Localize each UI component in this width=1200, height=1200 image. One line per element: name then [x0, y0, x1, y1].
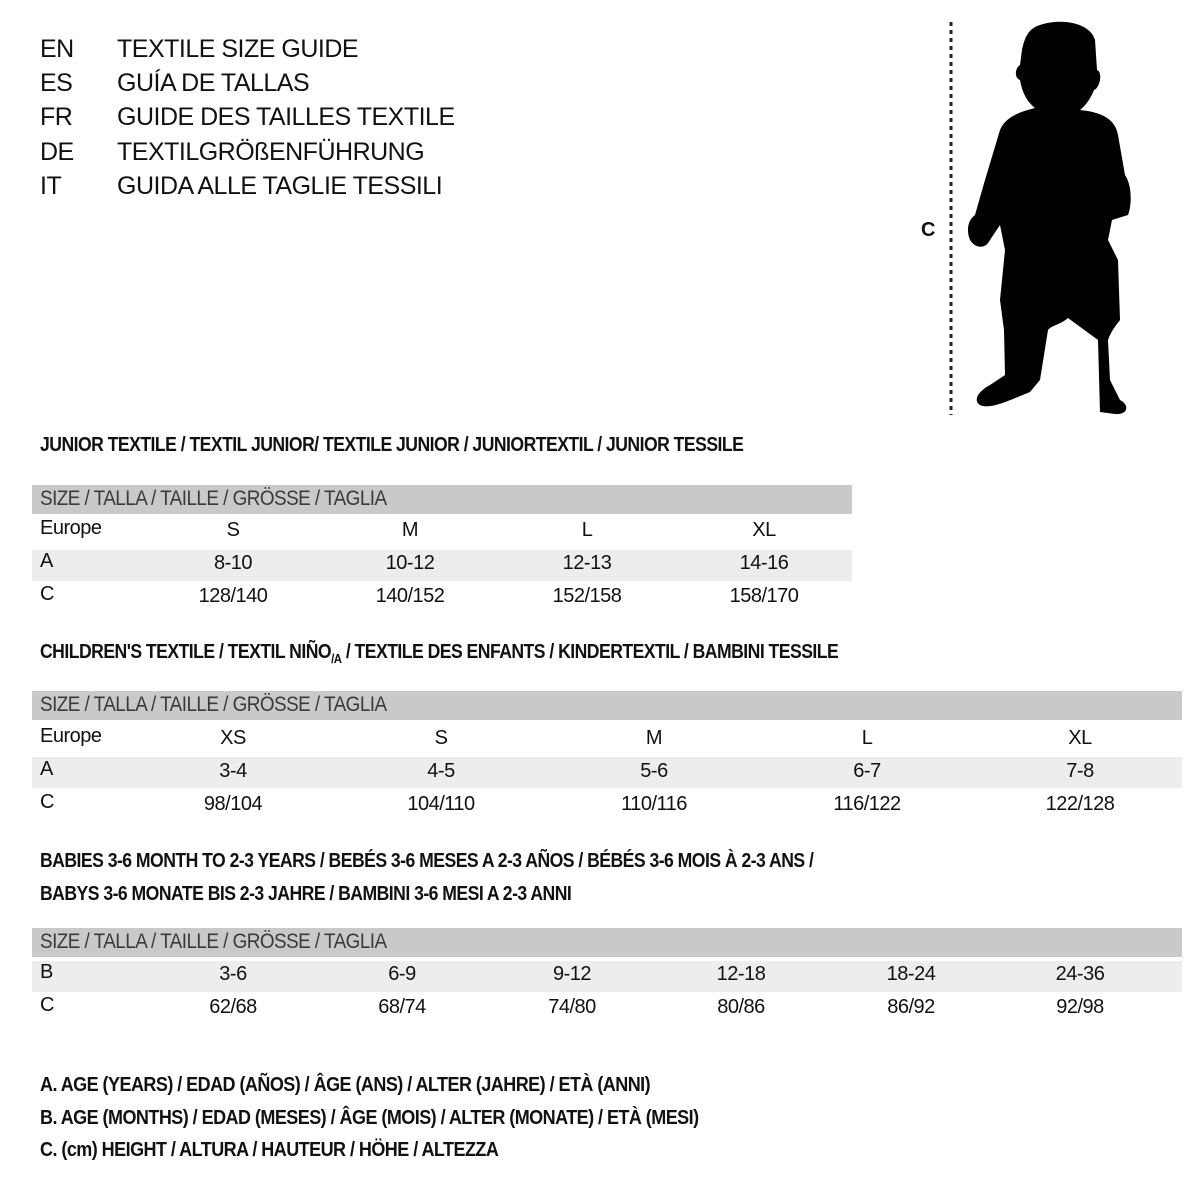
- row-label: A: [40, 550, 53, 572]
- table-cell: 3-6: [219, 963, 247, 985]
- row-label: Europe: [40, 725, 102, 747]
- table-cell: 3-4: [219, 760, 247, 782]
- junior-row-bg: [32, 550, 852, 581]
- lang-title-it: GUIDA ALLE TAGLIE TESSILI: [117, 172, 443, 200]
- table-cell: 92/98: [1056, 996, 1104, 1018]
- children-title: CHILDREN'S TEXTILE / TEXTIL NIÑO/A / TEX…: [40, 641, 839, 666]
- row-label: A: [40, 758, 53, 780]
- table-cell: 140/152: [375, 585, 445, 607]
- table-cell: XL: [752, 519, 776, 541]
- table-cell: 14-16: [739, 552, 789, 574]
- table-cell: 80/86: [717, 996, 765, 1018]
- lang-title-de: TEXTILGRÖßENFÜHRUNG: [117, 138, 425, 166]
- lang-title-es: GUÍA DE TALLAS: [117, 69, 310, 97]
- table-cell: 9-12: [552, 963, 592, 985]
- table-cell: M: [645, 727, 663, 749]
- legend-b: B. AGE (MONTHS) / EDAD (MESES) / ÂGE (MO…: [40, 1107, 699, 1129]
- junior-title: JUNIOR TEXTILE / TEXTIL JUNIOR/ TEXTILE …: [40, 434, 744, 456]
- child-silhouette-icon: [949, 21, 1131, 415]
- table-cell: S: [434, 727, 448, 749]
- lang-title-fr: GUIDE DES TAILLES TEXTILE: [117, 103, 455, 131]
- children-header: SIZE / TALLA / TAILLE / GRÖSSE / TAGLIA: [40, 693, 387, 716]
- table-cell: 62/68: [209, 996, 257, 1018]
- children-title-rest: / TEXTILE DES ENFANTS / KINDERTEXTIL / B…: [341, 641, 839, 663]
- lang-code-it: IT: [40, 172, 62, 200]
- row-label: C: [40, 994, 54, 1016]
- table-cell: 116/122: [833, 793, 901, 815]
- table-cell: 110/116: [621, 793, 687, 815]
- children-row-bg: [32, 757, 1182, 788]
- table-cell: XS: [220, 727, 246, 749]
- legend-a: A. AGE (YEARS) / EDAD (AÑOS) / ÂGE (ANS)…: [40, 1074, 651, 1096]
- children-title-text: CHILDREN'S TEXTILE / TEXTIL NIÑO: [40, 641, 332, 663]
- table-cell: 7-8: [1066, 760, 1094, 782]
- babies-header-bar: SIZE / TALLA / TAILLE / GRÖSSE / TAGLIA: [32, 928, 1182, 957]
- table-cell: 10-12: [385, 552, 435, 574]
- table-cell: L: [861, 727, 873, 749]
- table-cell: 18-24: [886, 963, 936, 985]
- table-cell: 74/80: [548, 996, 596, 1018]
- table-cell: 6-9: [388, 963, 416, 985]
- lang-code-en: EN: [40, 35, 74, 63]
- babies-title-line2: BABYS 3-6 MONATE BIS 2-3 JAHRE / BAMBINI…: [40, 883, 572, 905]
- table-cell: 8-10: [213, 552, 253, 574]
- babies-title-line1: BABIES 3-6 MONTH TO 2-3 YEARS / BEBÉS 3-…: [40, 850, 814, 872]
- table-cell: 24-36: [1055, 963, 1105, 985]
- table-cell: 104/110: [407, 793, 475, 815]
- height-label: C: [921, 219, 936, 241]
- table-cell: 158/170: [729, 585, 799, 607]
- babies-header: SIZE / TALLA / TAILLE / GRÖSSE / TAGLIA: [40, 930, 387, 953]
- table-cell: 5-6: [640, 760, 668, 782]
- junior-header-bar: SIZE / TALLA / TAILLE / GRÖSSE / TAGLIA: [32, 485, 852, 514]
- children-title-sub: /A: [331, 651, 342, 666]
- babies-row-bg: [32, 961, 1182, 992]
- legend-c: C. (cm) HEIGHT / ALTURA / HAUTEUR / HÖHE…: [40, 1139, 499, 1161]
- table-cell: 86/92: [887, 996, 935, 1018]
- junior-header: SIZE / TALLA / TAILLE / GRÖSSE / TAGLIA: [40, 487, 387, 510]
- table-cell: 4-5: [427, 760, 455, 782]
- children-header-bar: SIZE / TALLA / TAILLE / GRÖSSE / TAGLIA: [32, 691, 1182, 720]
- row-label: B: [40, 961, 53, 983]
- table-cell: 12-18: [716, 963, 766, 985]
- table-cell: XL: [1068, 727, 1092, 749]
- table-cell: 128/140: [198, 585, 268, 607]
- table-cell: 122/128: [1045, 793, 1115, 815]
- table-cell: 12-13: [562, 552, 612, 574]
- row-label: Europe: [40, 517, 102, 539]
- lang-code-es: ES: [40, 69, 73, 97]
- table-cell: M: [401, 519, 419, 541]
- lang-code-fr: FR: [40, 103, 73, 131]
- table-cell: 152/158: [552, 585, 622, 607]
- table-cell: 98/104: [203, 793, 263, 815]
- row-label: C: [40, 583, 54, 605]
- row-label: C: [40, 791, 54, 813]
- lang-title-en: TEXTILE SIZE GUIDE: [117, 35, 359, 63]
- table-cell: S: [226, 519, 240, 541]
- table-cell: L: [581, 519, 593, 541]
- table-cell: 6-7: [853, 760, 881, 782]
- lang-code-de: DE: [40, 138, 74, 166]
- table-cell: 68/74: [378, 996, 426, 1018]
